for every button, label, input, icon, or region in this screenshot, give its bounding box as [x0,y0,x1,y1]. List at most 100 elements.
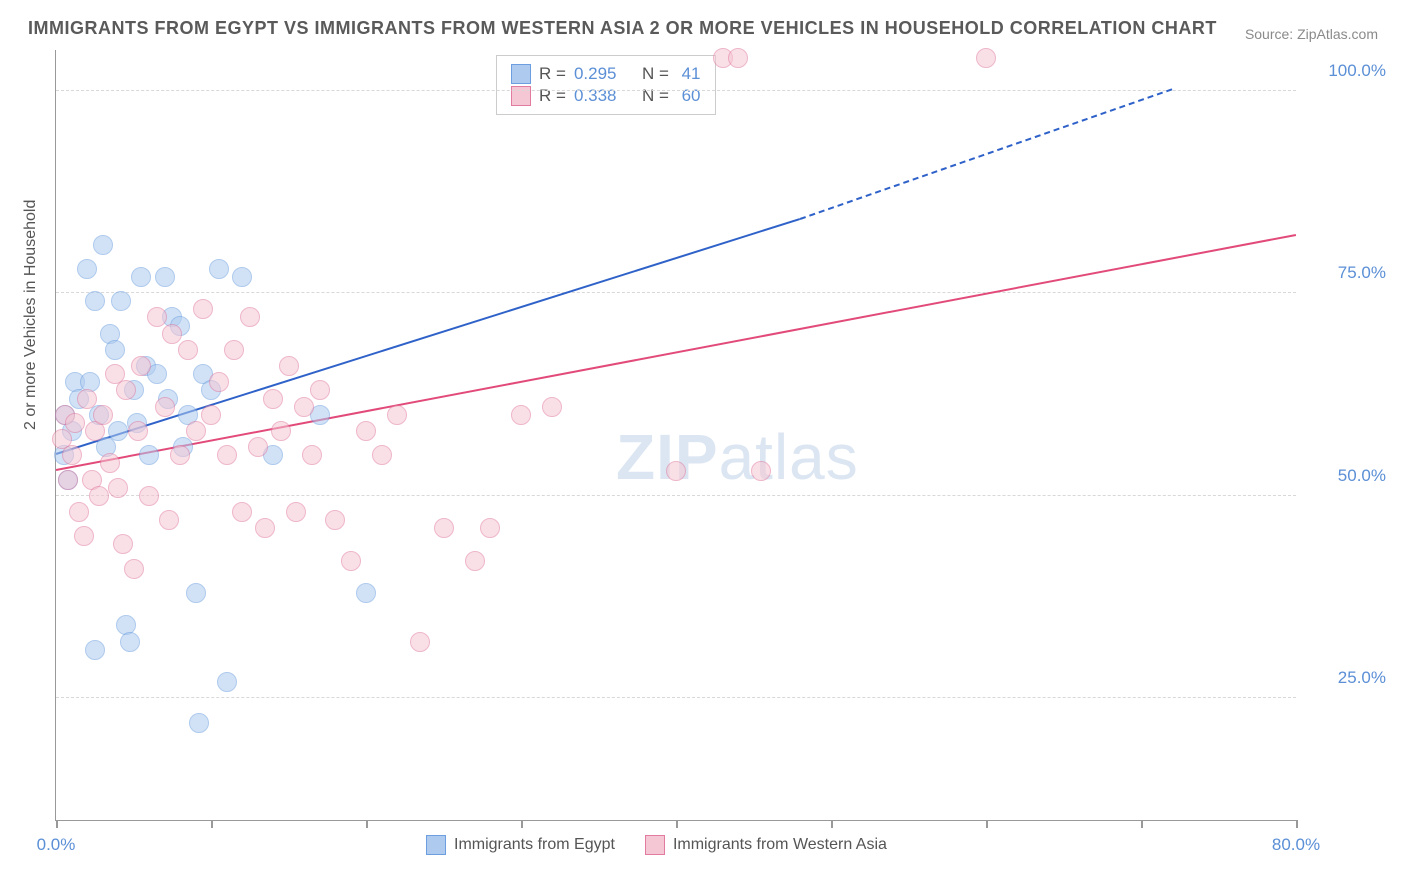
scatter-point [89,486,109,506]
scatter-point [465,551,485,571]
scatter-point [120,632,140,652]
scatter-point [232,267,252,287]
scatter-point [131,356,151,376]
scatter-point [356,583,376,603]
scatter-point [751,461,771,481]
scatter-point [193,299,213,319]
scatter-point [85,640,105,660]
series-legend: Immigrants from Egypt Immigrants from Wes… [426,835,887,855]
scatter-point [189,713,209,733]
scatter-chart: ZIPatlas R =0.295 N = 41R =0.338 N = 60 … [55,50,1296,821]
gridline [56,292,1296,293]
scatter-point [209,259,229,279]
x-tick [986,820,988,828]
scatter-point [155,267,175,287]
scatter-point [511,405,531,425]
scatter-point [93,235,113,255]
scatter-point [65,413,85,433]
x-tick [56,820,58,828]
scatter-point [170,445,190,465]
scatter-point [128,421,148,441]
scatter-point [74,526,94,546]
scatter-point [248,437,268,457]
y-tick-label: 25.0% [1338,668,1386,688]
x-tick [831,820,833,828]
scatter-point [286,502,306,522]
x-tick [676,820,678,828]
y-tick-label: 100.0% [1328,61,1386,81]
scatter-point [100,453,120,473]
scatter-point [139,486,159,506]
y-tick-label: 75.0% [1338,263,1386,283]
x-tick [211,820,213,828]
scatter-point [108,478,128,498]
scatter-point [976,48,996,68]
scatter-point [108,421,128,441]
scatter-point [356,421,376,441]
trend-line [800,89,1173,221]
legend-row: R =0.295 N = 41 [511,64,701,84]
scatter-point [93,405,113,425]
scatter-point [85,291,105,311]
scatter-point [111,291,131,311]
scatter-point [217,672,237,692]
scatter-point [302,445,322,465]
scatter-point [58,470,78,490]
scatter-point [542,397,562,417]
scatter-point [77,389,97,409]
scatter-point [666,461,686,481]
scatter-point [116,380,136,400]
scatter-point [131,267,151,287]
gridline [56,495,1296,496]
scatter-point [62,445,82,465]
scatter-point [186,421,206,441]
gridline [56,90,1296,91]
legend-item: Immigrants from Western Asia [645,835,887,855]
scatter-point [232,502,252,522]
scatter-point [279,356,299,376]
scatter-point [162,324,182,344]
scatter-point [159,510,179,530]
scatter-point [178,340,198,360]
scatter-point [124,559,144,579]
scatter-point [341,551,361,571]
scatter-point [387,405,407,425]
scatter-point [410,632,430,652]
scatter-point [240,307,260,327]
scatter-point [255,518,275,538]
scatter-point [480,518,500,538]
scatter-point [201,405,221,425]
y-axis-label: 2 or more Vehicles in Household [22,200,40,430]
scatter-point [209,372,229,392]
x-tick [1296,820,1298,828]
scatter-point [77,259,97,279]
scatter-point [224,340,244,360]
chart-title: IMMIGRANTS FROM EGYPT VS IMMIGRANTS FROM… [28,18,1217,39]
scatter-point [372,445,392,465]
x-tick [366,820,368,828]
scatter-point [155,397,175,417]
scatter-point [271,421,291,441]
scatter-point [728,48,748,68]
scatter-point [186,583,206,603]
x-tick-label: 0.0% [37,835,76,855]
x-tick [1141,820,1143,828]
scatter-point [434,518,454,538]
legend-item: Immigrants from Egypt [426,835,615,855]
watermark: ZIPatlas [616,420,859,494]
source-attribution: Source: ZipAtlas.com [1245,26,1378,42]
gridline [56,697,1296,698]
scatter-point [217,445,237,465]
scatter-point [325,510,345,530]
correlation-legend: R =0.295 N = 41R =0.338 N = 60 [496,55,716,115]
scatter-point [105,340,125,360]
scatter-point [147,307,167,327]
scatter-point [139,445,159,465]
scatter-point [113,534,133,554]
scatter-point [263,389,283,409]
scatter-point [294,397,314,417]
y-tick-label: 50.0% [1338,466,1386,486]
scatter-point [310,380,330,400]
x-tick-label: 80.0% [1272,835,1320,855]
scatter-point [69,502,89,522]
